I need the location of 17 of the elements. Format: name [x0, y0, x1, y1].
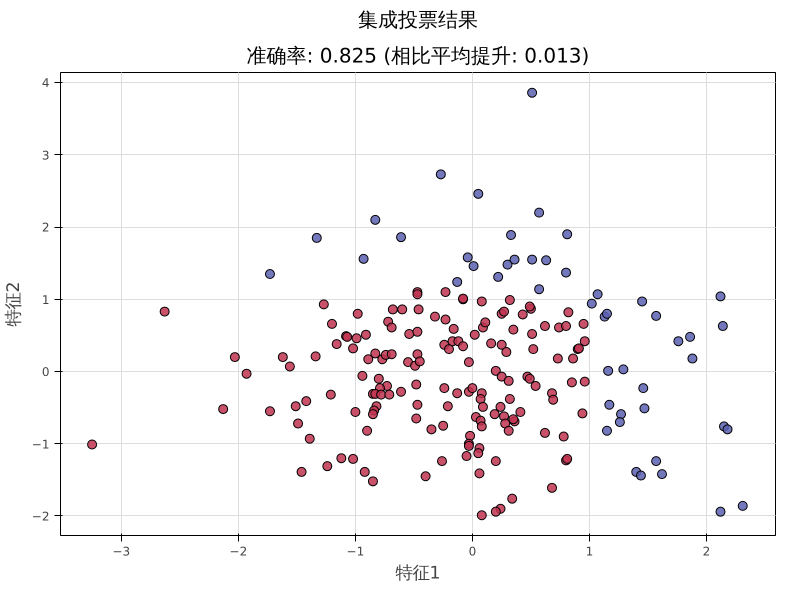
x-tick-label: −2 [230, 544, 248, 558]
y-tick-label: 2 [42, 220, 50, 235]
y-tick-label: 1 [42, 292, 50, 307]
y-tick-label: −2 [32, 510, 50, 524]
x-tick-label: 0 [468, 544, 476, 558]
y-tick-label: 0 [42, 365, 50, 380]
y-tick-label: 4 [42, 76, 50, 90]
y-tick-label: −1 [32, 437, 50, 452]
x-tick-label: 1 [586, 544, 594, 558]
y-axis-title: 特征2 [4, 281, 24, 327]
chart-subtitle: 准确率: 0.825 (相比平均提升: 0.013) [246, 44, 590, 68]
y-tick-label: 3 [42, 148, 50, 162]
x-axis-title: 特征1 [395, 564, 441, 584]
x-tick-label: −3 [112, 544, 130, 558]
x-tick-label: −1 [346, 544, 364, 558]
x-tick-label: 2 [702, 544, 710, 558]
chart-title: 集成投票结果 [358, 8, 478, 32]
